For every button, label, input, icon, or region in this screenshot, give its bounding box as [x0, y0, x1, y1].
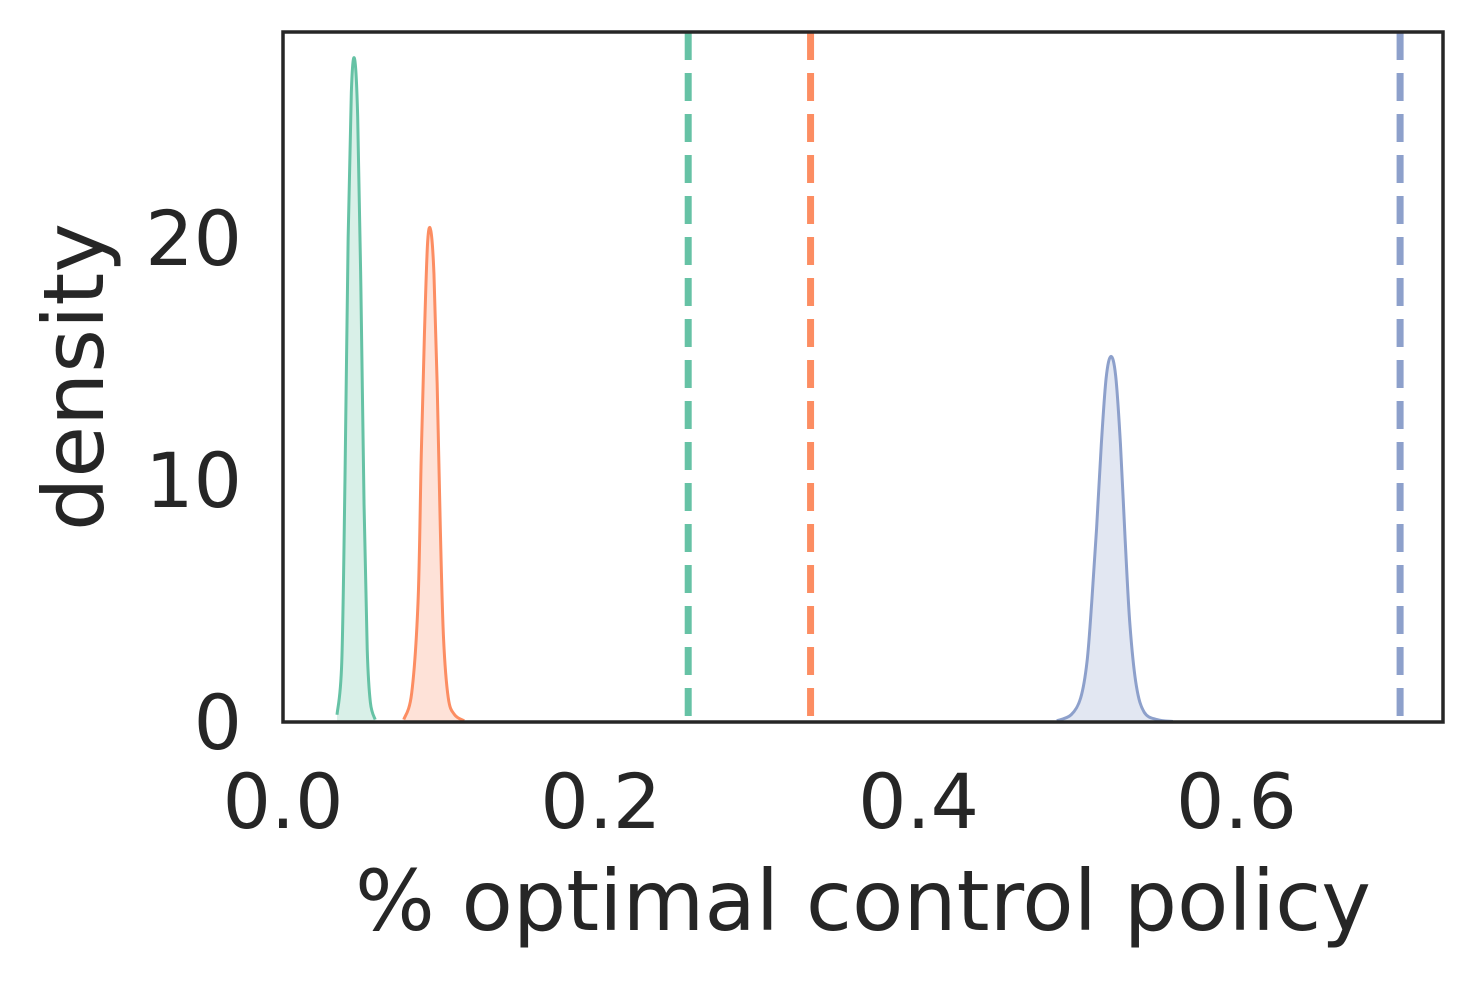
y-tick-label-1: 10: [145, 436, 242, 525]
plot-frame: [281, 30, 1445, 724]
y-tick-label-2: 20: [145, 194, 242, 283]
x-tick-label-2: 0.4: [858, 757, 979, 846]
x-tick-label-1: 0.2: [540, 757, 661, 846]
y-axis-label: density: [25, 223, 123, 531]
density-curve-3: [1056, 354, 1174, 724]
x-axis-label: % optimal control policy: [355, 852, 1371, 950]
density-curve-2: [402, 225, 465, 723]
x-tick-label-3: 0.6: [1176, 757, 1297, 846]
density-area-1: [337, 57, 376, 722]
density-area-3: [1056, 356, 1173, 722]
plot-background: [283, 32, 1443, 722]
y-tick-labels: 0 10 20: [145, 194, 242, 767]
x-tick-label-0: 0.0: [223, 757, 344, 846]
y-tick-label-0: 0: [194, 678, 242, 767]
x-tick-labels: 0.0 0.2 0.4 0.6: [223, 757, 1297, 846]
density-curve-1: [335, 56, 377, 721]
series-layer: [335, 56, 1174, 724]
reference-lines: [684, 32, 1404, 722]
